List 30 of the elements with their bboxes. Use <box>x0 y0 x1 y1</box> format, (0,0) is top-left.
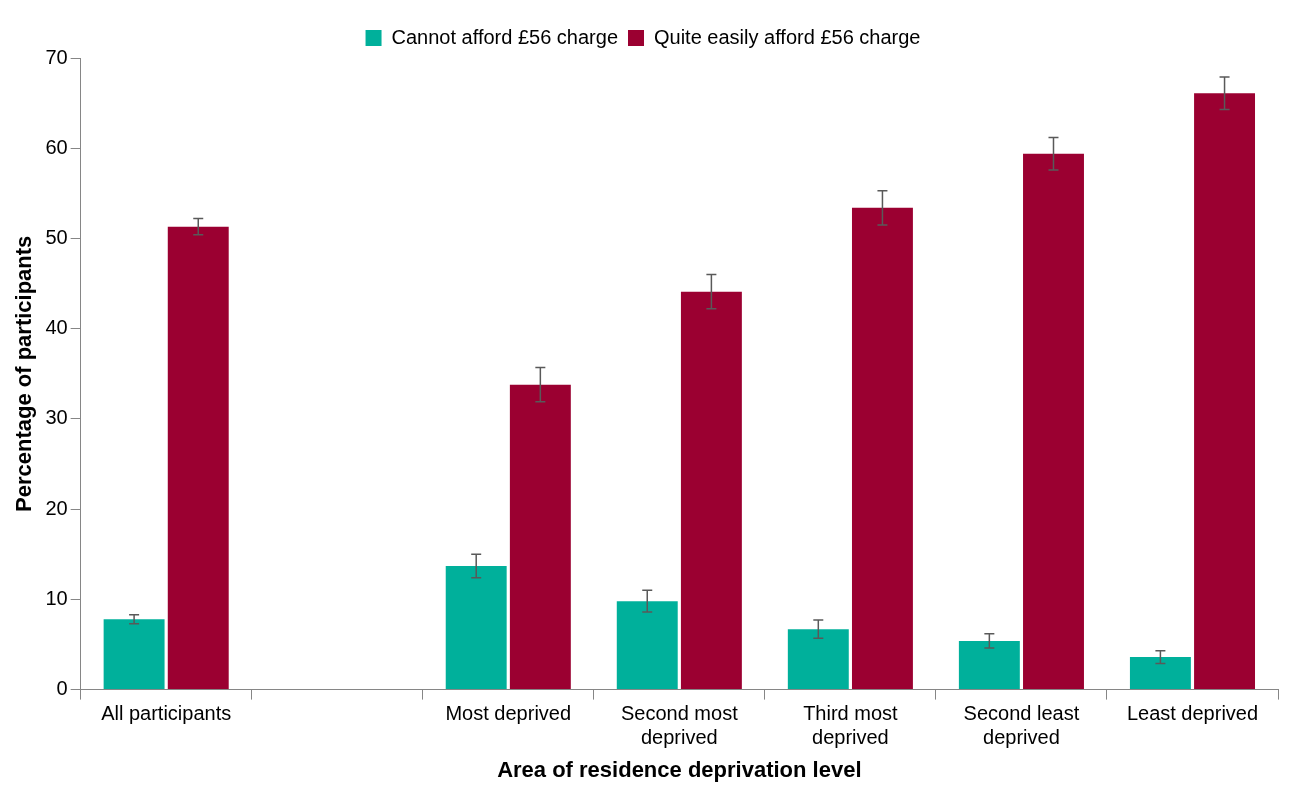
x-tick-label: Third most deprived <box>803 702 899 749</box>
legend-label: Cannot afford £56 charge <box>391 25 618 48</box>
bar <box>103 619 165 690</box>
bar <box>445 565 507 690</box>
y-tick-label: 30 <box>45 406 68 429</box>
bar <box>616 601 678 690</box>
y-tick-label: 70 <box>45 45 68 68</box>
x-tick-label: Second most deprived <box>620 702 739 749</box>
bar <box>958 640 1020 690</box>
bar <box>167 226 229 690</box>
legend-label: Quite easily afford £56 charge <box>654 25 921 48</box>
bar <box>509 384 571 690</box>
bar <box>1023 153 1084 690</box>
y-tick-label: 50 <box>45 225 68 248</box>
y-tick-label: 60 <box>45 135 68 158</box>
x-tick-label: Second least deprived <box>963 702 1080 749</box>
y-axis-title: Percentage of participants <box>11 235 37 512</box>
x-axis-title: Area of residence deprivation level <box>497 756 862 782</box>
bar <box>787 629 849 690</box>
bar <box>851 207 913 690</box>
x-tick-label: Least deprived <box>1126 702 1259 725</box>
bar <box>680 291 742 690</box>
y-tick-label: 20 <box>45 496 68 519</box>
y-tick-label: 0 <box>56 677 68 700</box>
bar <box>1194 93 1256 690</box>
y-tick-label: 40 <box>45 316 68 339</box>
y-tick-label: 10 <box>45 586 68 609</box>
x-tick-label: All participants <box>101 702 232 725</box>
bar <box>1129 657 1191 690</box>
x-tick-label: Most deprived <box>445 702 572 725</box>
